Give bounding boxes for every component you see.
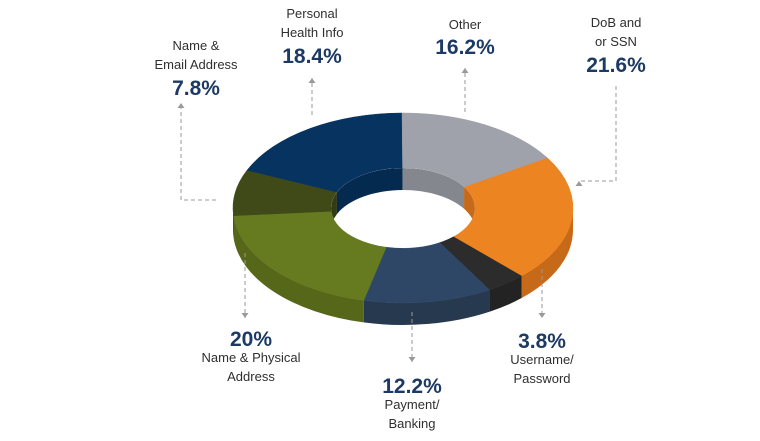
slice-side-dob-and-or-ssn xyxy=(521,208,573,299)
slice-inner-dob-and-or-ssn xyxy=(464,186,475,230)
slice-inner-personal-health-info xyxy=(336,168,403,215)
label-name-username-password: Username/ xyxy=(510,352,574,367)
slice-side-username-password xyxy=(489,276,522,312)
label-value-name-and-physical-address: 20% xyxy=(230,328,272,351)
label-name-personal-health-info: Personal xyxy=(286,6,337,21)
leader-arrow-payment-banking xyxy=(408,357,416,362)
label-value-dob-and-or-ssn: 21.6% xyxy=(586,54,646,77)
label-value-name-and-email-address: 7.8% xyxy=(172,77,220,100)
leader-arrow-name-and-email-address xyxy=(177,103,185,108)
labels: DoB and or SSN 21.6% Username/Password 3.8% P… xyxy=(154,6,646,431)
slice-side-name-and-physical-address xyxy=(233,215,364,323)
label-name-other: Other xyxy=(449,17,482,32)
label-name-dob-and-or-ssn: or SSN xyxy=(595,34,637,49)
leader-arrow-username-password xyxy=(538,313,546,318)
label-value-other: 16.2% xyxy=(435,36,495,59)
label-value-username-password: 3.8% xyxy=(518,330,566,353)
slice-side-payment-banking xyxy=(363,289,490,325)
label-value-personal-health-info: 18.4% xyxy=(282,45,342,68)
label-name-name-and-email-address: Name & xyxy=(173,38,220,53)
slice-inner-other xyxy=(402,168,465,209)
label-value-payment-banking: 12.2% xyxy=(382,375,442,398)
label-name-name-and-physical-address: Address xyxy=(227,369,275,384)
leader-arrow-personal-health-info xyxy=(308,78,316,83)
donut-top xyxy=(232,112,574,304)
label-name-payment-banking: Payment/ xyxy=(385,397,440,412)
label-name-username-password: Password xyxy=(513,371,570,386)
leader-line-name-and-email-address xyxy=(180,103,216,201)
leader-line-dob-and-or-ssn xyxy=(579,86,617,182)
donut-side-walls xyxy=(233,208,573,325)
leader-arrow-dob-and-or-ssn xyxy=(575,181,583,186)
leader-arrow-name-and-physical-address xyxy=(241,313,249,318)
label-name-name-and-email-address: Email Address xyxy=(154,57,238,72)
label-name-payment-banking: Banking xyxy=(389,416,436,431)
label-name-personal-health-info: Health Info xyxy=(281,25,344,40)
label-name-dob-and-or-ssn: DoB and xyxy=(591,15,642,30)
leader-arrow-other xyxy=(461,68,469,73)
label-name-name-and-physical-address: Name & Physical xyxy=(202,350,301,365)
